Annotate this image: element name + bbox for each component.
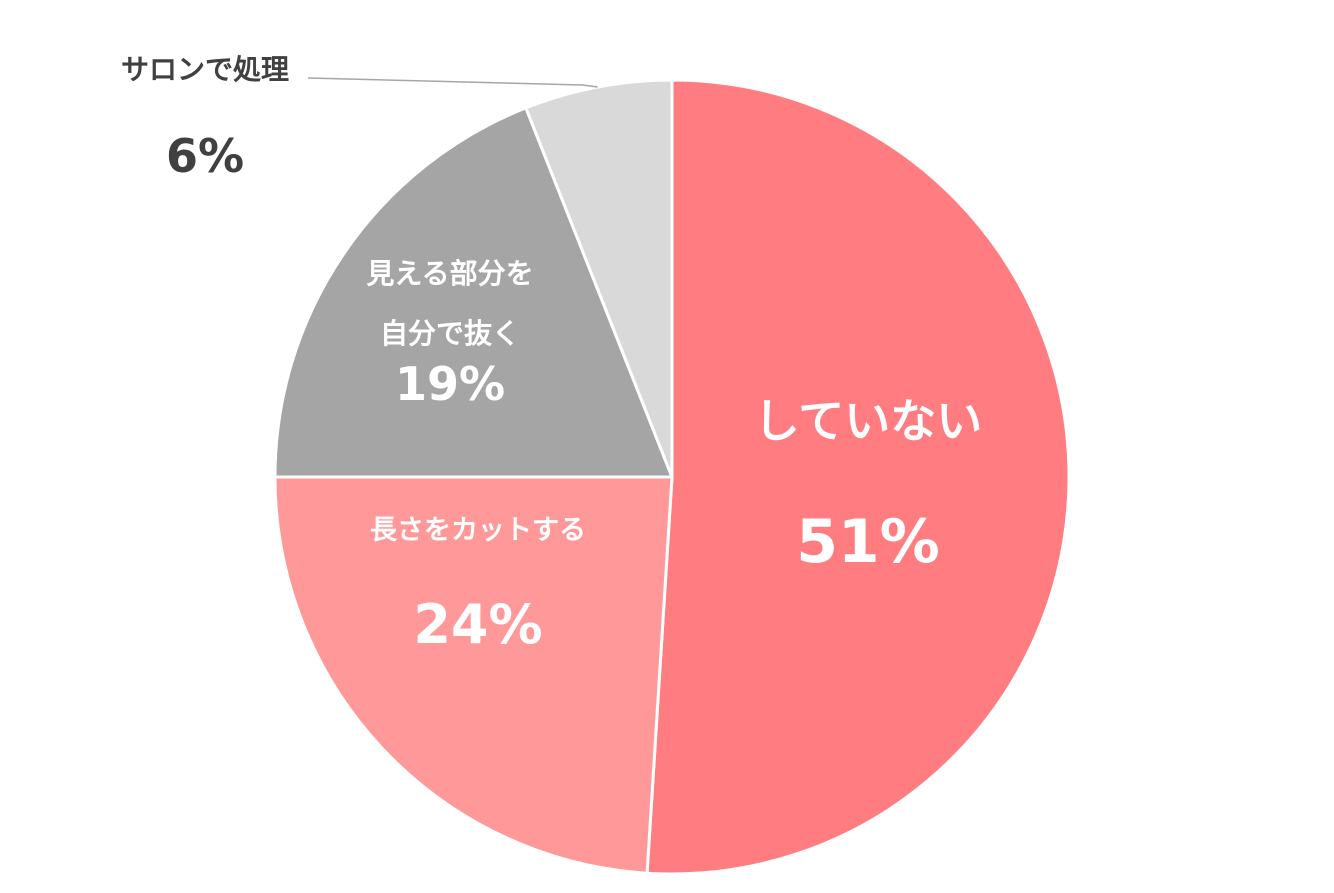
slice-label-3-line-2: 自分で抜く [380,317,520,350]
slice-label-2-line-1: 長さをカットする [370,515,586,546]
slice-value-2: 24% [413,593,542,656]
leader-lines [307,77,598,88]
pie-slices [273,78,1071,876]
slice-label-1-line-1: していない [754,394,983,448]
slice-label-4-line-1: サロンで処理 [121,53,289,86]
slice-value-3: 19% [395,357,505,411]
pie-slice-1 [645,78,1071,876]
slice-value-1: 51% [796,507,940,577]
pie-slice-3 [273,106,674,479]
leader-line-4 [307,77,598,88]
pie-slice-4 [524,78,674,479]
slice-label-3-line-1: 見える部分を [366,257,533,290]
slice-value-4: 6% [166,129,244,183]
pie-slice-2 [273,475,674,875]
